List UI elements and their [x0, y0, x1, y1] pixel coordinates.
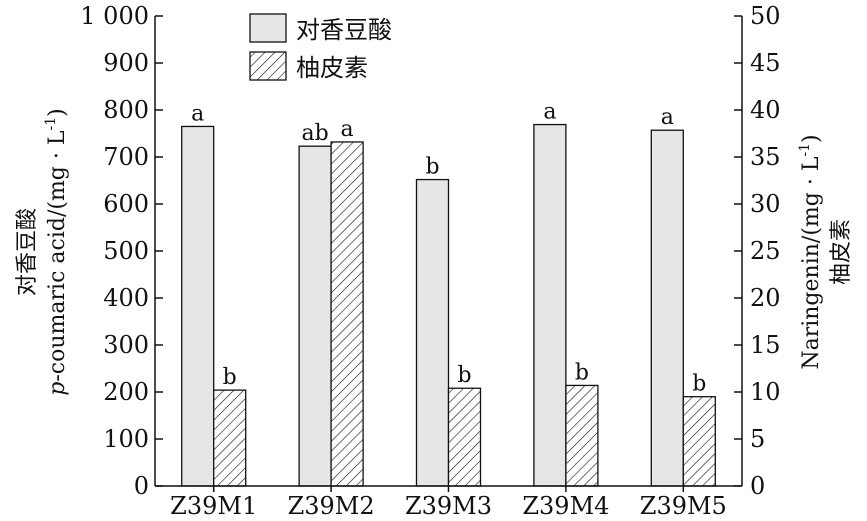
significance-label: a: [191, 101, 204, 126]
left-tick-label: 500: [103, 237, 149, 265]
legend: 对香豆酸 柚皮素: [249, 13, 392, 82]
significance-label: b: [575, 360, 589, 385]
x-category-label: Z39M3: [405, 492, 492, 520]
left-axis-label-en: p-coumaric acid/(mg · L-1): [43, 108, 70, 395]
significance-label: a: [661, 105, 674, 130]
right-axis-label-cn: 柚皮素: [829, 219, 854, 285]
left-axis-label: 对香豆酸 p-coumaric acid/(mg · L-1): [15, 108, 70, 395]
bars-group: [181, 123, 716, 487]
left-tick-label: 100: [103, 425, 149, 453]
right-tick-label: 0: [750, 472, 765, 500]
left-tick-label: 200: [103, 378, 149, 406]
right-tick-label: 25: [750, 237, 781, 265]
left-tick-label: 400: [103, 284, 149, 312]
right-tick-label: 50: [750, 2, 781, 30]
legend-label-p-coumaric: 对香豆酸: [296, 16, 392, 44]
bar-naringenin-z39m2: [330, 141, 364, 487]
right-tick-label: 15: [750, 331, 781, 359]
right-tick-label: 35: [750, 143, 781, 171]
right-tick-label: 40: [750, 96, 781, 124]
left-tick-label: 0: [134, 472, 149, 500]
left-tick-label: 300: [103, 331, 149, 359]
right-tick-label: 5: [750, 425, 765, 453]
left-tick-label: 600: [103, 190, 149, 218]
right-axis-label: Naringenin/(mg · L-1) 柚皮素: [797, 134, 854, 369]
bar-naringenin-z39m1: [213, 389, 247, 487]
left-tick-label: 1 000: [80, 2, 149, 30]
significance-label: b: [692, 372, 706, 397]
significance-label: ab: [301, 121, 328, 146]
bar-p-coumaric-z39m4: [533, 123, 567, 487]
bar-naringenin-z39m5: [682, 396, 716, 487]
right-axis-label-en: Naringenin/(mg · L-1): [797, 134, 824, 369]
bar-naringenin-z39m4: [565, 384, 599, 487]
right-tick-label: 20: [750, 284, 781, 312]
significance-label: b: [457, 363, 471, 388]
left-tick-label: 900: [103, 49, 149, 77]
right-tick-label: 45: [750, 49, 781, 77]
left-tick-label: 800: [103, 96, 149, 124]
legend-swatch-p-coumaric: [249, 13, 287, 43]
left-tick-label: 700: [103, 143, 149, 171]
bar-naringenin-z39m3: [447, 387, 482, 487]
significance-label: b: [223, 365, 237, 390]
bar-p-coumaric-z39m5: [650, 129, 684, 487]
axes-group: 0 100 200 300 400 500 600 700 800 900 1 000 0 5 10 15 2…: [80, 2, 780, 520]
left-axis-label-cn: 对香豆酸: [15, 208, 40, 296]
significance-label: a: [543, 100, 556, 125]
right-tick-label: 30: [750, 190, 781, 218]
x-category-label: Z39M2: [288, 492, 375, 520]
x-category-label: Z39M5: [640, 492, 727, 520]
legend-swatch-naringenin: [249, 51, 287, 81]
bar-p-coumaric-z39m2: [298, 145, 332, 487]
x-category-label: Z39M1: [170, 492, 257, 520]
bar-p-coumaric-z39m1: [181, 125, 215, 487]
significance-label: b: [425, 155, 439, 180]
bar-p-coumaric-z39m3: [415, 178, 450, 487]
significance-label: a: [341, 117, 354, 142]
legend-label-naringenin: 柚皮素: [296, 54, 368, 82]
x-category-label: Z39M4: [522, 492, 609, 520]
right-tick-label: 10: [750, 378, 781, 406]
